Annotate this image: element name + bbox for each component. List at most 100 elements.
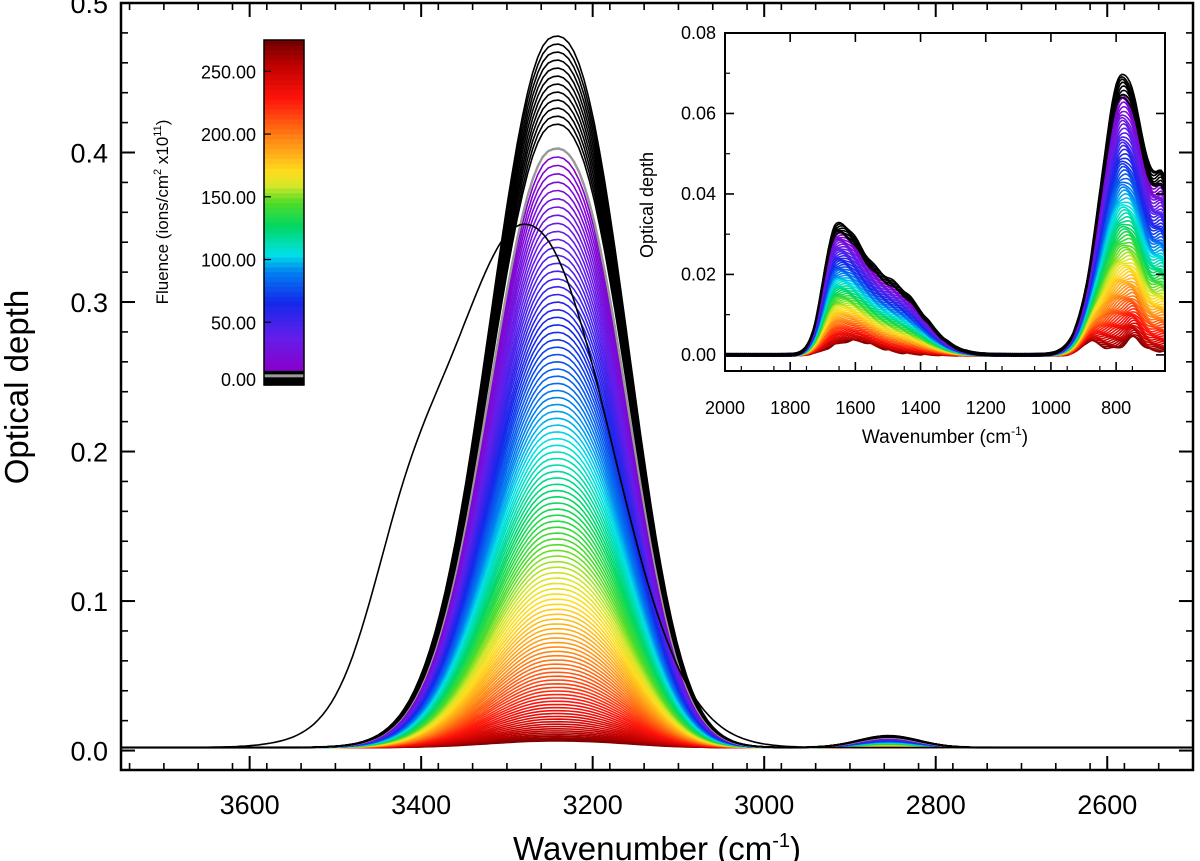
main-y-tick-label: 0.2 [70, 438, 108, 468]
colorbar-tick-label: 200.00 [201, 125, 256, 145]
colorbar-swatch [264, 222, 304, 228]
colorbar-swatch [264, 158, 304, 164]
colorbar-swatch [264, 143, 304, 150]
colorbar-swatch [264, 301, 304, 307]
main-y-axis: 0.0 0.1 0.2 0.3 0.4 0.5 [70, 0, 1193, 767]
inset-spectrum-line [725, 73, 1165, 357]
colorbar-swatch [264, 44, 304, 51]
colorbar-swatch [264, 276, 304, 283]
colorbar-gray-swatch [264, 374, 304, 378]
colorbar-swatch [264, 64, 304, 71]
colorbar-swatch [264, 266, 304, 273]
colorbar-tick-label: 50.00 [211, 313, 256, 333]
inset-y-tick-label: 0.00 [681, 345, 716, 365]
colorbar-swatch [264, 99, 304, 105]
colorbar-swatch [264, 296, 304, 302]
main-plot-frame [119, 1, 1195, 772]
colorbar-swatch [264, 340, 304, 347]
colorbar-tick-label: 150.00 [201, 188, 256, 208]
colorbar-swatch [264, 311, 304, 317]
colorbar-swatch [264, 207, 304, 214]
colorbar-swatch [264, 261, 304, 268]
colorbar-swatch [264, 271, 304, 278]
colorbar-swatch [264, 89, 304, 95]
colorbar-swatch [264, 306, 304, 312]
colorbar-swatch [264, 251, 304, 258]
colorbar-swatch [264, 74, 304, 81]
colorbar-swatch [264, 54, 304, 61]
inset-y-tick-label: 0.02 [681, 264, 716, 284]
colorbar-frame [263, 39, 305, 386]
main-y-tick-label: 0.4 [70, 139, 108, 169]
colorbar-swatch [264, 217, 304, 223]
inset-y-tick-label: 0.08 [681, 23, 716, 43]
colorbar-tick-label: 0.00 [221, 370, 256, 390]
colorbar-swatch [264, 197, 304, 204]
colorbar-swatch [264, 113, 304, 120]
colorbar-swatch [264, 375, 304, 381]
colorbar-swatch [264, 256, 304, 263]
colorbar-swatch [264, 168, 304, 174]
colorbar-swatch [264, 182, 304, 189]
main-x-tick-label: 3600 [220, 790, 280, 820]
main-x-tick-label: 2600 [1077, 790, 1137, 820]
colorbar-swatch [264, 212, 304, 219]
inset-spectra-series [725, 73, 1165, 357]
colorbar-tick-label: 100.00 [201, 251, 256, 271]
inset-x-axis-title: Wavenumber (cm-1) [862, 424, 1028, 448]
colorbar-swatch [264, 40, 304, 46]
main-x-tick-label: 3000 [734, 790, 794, 820]
colorbar-swatch [264, 365, 304, 371]
colorbar-swatch [264, 325, 304, 332]
colorbar-tick-label: 250.00 [201, 62, 256, 82]
colorbar-swatch [264, 355, 304, 361]
colorbar-swatch [264, 148, 304, 154]
colorbar-label: Fluence (ions/cm2 x1011) [152, 120, 172, 305]
colorbar-swatch [264, 187, 304, 194]
inset-x-tick-label: 1600 [835, 398, 875, 418]
inset-x-axis: 2000 1800 1600 1400 1200 1000 800 [705, 33, 1166, 418]
inset-x-tick-label: 800 [1101, 398, 1131, 418]
main-y-tick-label: 0.0 [70, 737, 108, 767]
inset-plot: 2000 1800 1600 1400 1200 1000 800 0.00 0.02 0.04… [637, 23, 1166, 448]
colorbar-swatch [264, 316, 304, 322]
colorbar-swatch [264, 350, 304, 357]
colorbar-swatch [264, 345, 304, 352]
colorbar: 0.00 50.00 100.00 150.00 200.00 250.00 Fluenc… [152, 39, 305, 390]
main-y-axis-title: Optical depth [0, 290, 35, 484]
colorbar-swatch [264, 178, 304, 184]
colorbar-swatch [264, 138, 304, 145]
colorbar-swatch [264, 79, 304, 85]
inset-y-axis-title: Optical depth [637, 152, 657, 258]
main-x-tick-label: 3400 [391, 790, 451, 820]
colorbar-swatch [264, 94, 304, 100]
colorbar-swatch [264, 104, 304, 110]
main-y-tick-label: 0.3 [70, 288, 108, 318]
colorbar-ticks: 0.00 50.00 100.00 150.00 200.00 250.00 [201, 62, 271, 390]
colorbar-swatch [264, 173, 304, 179]
main-x-axis: 3600 3400 3200 3000 2800 2600 [128, 3, 1194, 820]
colorbar-swatch [264, 128, 304, 135]
colorbar-swatch [264, 335, 304, 342]
colorbar-swatch [264, 242, 304, 248]
colorbar-swatch [264, 118, 304, 125]
colorbar-swatch [264, 330, 304, 337]
main-x-tick-label: 3200 [563, 790, 623, 820]
colorbar-swatch [264, 123, 304, 130]
inset-y-axis: 0.00 0.02 0.04 0.06 0.08 [681, 23, 1165, 365]
inset-x-tick-label: 1800 [770, 398, 810, 418]
colorbar-swatch [264, 360, 304, 366]
colorbar-swatch [264, 133, 304, 140]
colorbar-swatch [264, 49, 304, 56]
colorbar-swatch [264, 192, 304, 199]
colorbar-swatch [264, 247, 304, 253]
colorbar-swatch [264, 153, 304, 159]
colorbar-swatch [264, 59, 304, 66]
main-y-tick-label: 0.1 [70, 587, 108, 617]
main-x-tick-label: 2800 [906, 790, 966, 820]
colorbar-swatch [264, 286, 304, 292]
colorbar-swatch [264, 227, 304, 233]
colorbar-swatch [264, 202, 304, 209]
